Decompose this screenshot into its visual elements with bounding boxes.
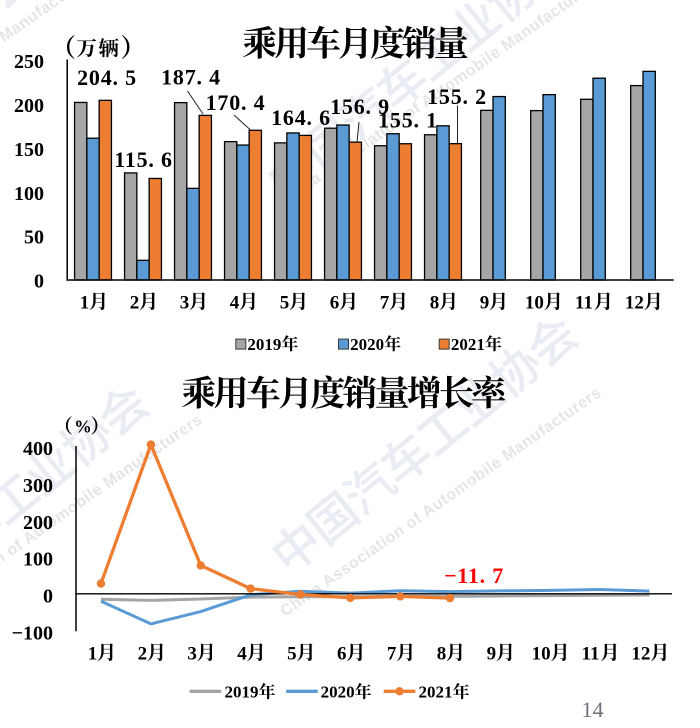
- svg-text:204. 5: 204. 5: [77, 65, 137, 90]
- svg-text:7: 7: [387, 643, 397, 664]
- svg-text:170. 4: 170. 4: [206, 90, 266, 115]
- svg-text:11: 11: [575, 292, 593, 313]
- svg-text:9: 9: [487, 643, 497, 664]
- svg-text:12: 12: [631, 643, 650, 664]
- svg-text:−11. 7: −11. 7: [444, 563, 504, 588]
- svg-text:3: 3: [180, 292, 190, 313]
- svg-text:2: 2: [138, 643, 148, 664]
- svg-text:2021: 2021: [419, 683, 453, 702]
- svg-text:2: 2: [130, 292, 140, 313]
- svg-text:187. 4: 187. 4: [161, 65, 221, 90]
- svg-text:%: %: [74, 417, 92, 437]
- svg-text:12: 12: [625, 292, 644, 313]
- svg-text:5: 5: [287, 643, 297, 664]
- svg-text:1: 1: [80, 292, 90, 313]
- svg-text:11: 11: [582, 643, 600, 664]
- svg-text:10: 10: [532, 643, 551, 664]
- svg-text:50: 50: [24, 227, 44, 249]
- svg-text:8: 8: [437, 643, 447, 664]
- svg-text:100: 100: [14, 183, 44, 205]
- svg-text:400: 400: [23, 438, 53, 460]
- svg-text:250: 250: [14, 51, 44, 73]
- svg-text:200: 200: [23, 512, 53, 534]
- svg-text:6: 6: [330, 292, 340, 313]
- svg-text:0: 0: [43, 586, 53, 608]
- svg-text:7: 7: [380, 292, 390, 313]
- svg-text:2020: 2020: [350, 335, 384, 354]
- svg-text:155. 2: 155. 2: [427, 84, 487, 109]
- svg-text:156. 9: 156. 9: [330, 94, 390, 119]
- svg-text:150: 150: [14, 139, 44, 161]
- svg-text:300: 300: [23, 475, 53, 497]
- svg-text:−100: −100: [12, 622, 53, 644]
- svg-text:0: 0: [34, 271, 44, 293]
- svg-text:5: 5: [280, 292, 290, 313]
- svg-text:9: 9: [480, 292, 490, 313]
- svg-text:2020: 2020: [321, 683, 355, 702]
- svg-text:100: 100: [23, 549, 53, 571]
- svg-text:8: 8: [430, 292, 440, 313]
- svg-text:115. 6: 115. 6: [114, 147, 173, 172]
- svg-text:6: 6: [337, 643, 347, 664]
- svg-text:1: 1: [88, 643, 98, 664]
- svg-text:14: 14: [582, 697, 604, 722]
- svg-text:2019: 2019: [247, 335, 281, 354]
- svg-text:200: 200: [14, 95, 44, 117]
- svg-text:155. 1: 155. 1: [378, 108, 438, 133]
- svg-text:4: 4: [230, 292, 240, 313]
- svg-text:4: 4: [237, 643, 247, 664]
- svg-text:3: 3: [187, 643, 197, 664]
- svg-text:2019: 2019: [225, 683, 259, 702]
- svg-text:10: 10: [525, 292, 544, 313]
- svg-text:2021: 2021: [451, 335, 485, 354]
- svg-text:164. 6: 164. 6: [271, 105, 331, 130]
